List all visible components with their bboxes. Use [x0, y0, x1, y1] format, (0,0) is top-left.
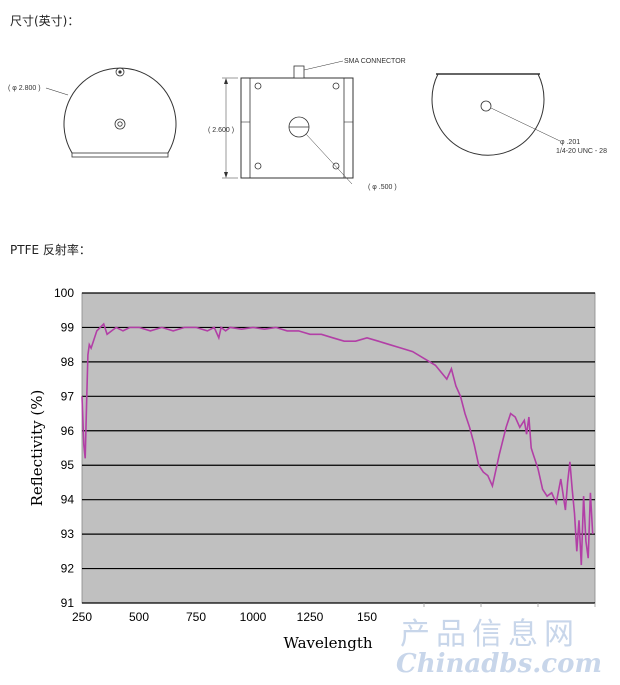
sphere-top-view [431, 73, 561, 156]
y-tick-labels: 91 92 93 94 95 96 97 98 99 100 [54, 286, 74, 610]
x-tick-500: 500 [129, 610, 149, 624]
sma-connector-label: SMA CONNECTOR [344, 58, 406, 65]
x-tick-1000: 1000 [240, 610, 267, 624]
y-tick-98: 98 [61, 355, 75, 369]
x-tick-250: 250 [72, 610, 92, 624]
y-tick-95: 95 [61, 458, 75, 472]
plot-area [81, 292, 596, 604]
x-tick-1250: 1250 [297, 610, 324, 624]
y-tick-94: 94 [61, 493, 75, 507]
dimension-drawings: ( φ 2.800 ) ( 2.600 ) SMA CONNECTOR ( φ … [8, 58, 607, 191]
sphere-diameter-label: ( φ 2.800 ) [8, 85, 41, 92]
reflectance-chart: 91 92 93 94 95 96 97 98 99 100 250 500 750 1000 1250 1… [28, 286, 596, 652]
x-axis-label: Wavelength [283, 634, 372, 652]
y-tick-100: 100 [54, 286, 74, 300]
y-tick-91: 91 [61, 596, 75, 610]
sphere-side-view [45, 67, 177, 158]
height-dimension-label: ( 2.600 ) [208, 127, 234, 134]
y-tick-99: 99 [61, 320, 75, 334]
reflectance-heading: PTFE 反射率： [10, 243, 91, 257]
y-axis-label: Reflectivity (%) [28, 390, 46, 507]
y-tick-97: 97 [61, 389, 75, 403]
y-tick-92: 92 [61, 562, 75, 576]
dimensions-heading: 尺寸(英寸)： [10, 14, 80, 28]
hole-diameter-label: φ .201 [560, 139, 580, 146]
front-view [222, 60, 354, 185]
x-tick-750: 750 [186, 610, 206, 624]
grid-lines [82, 292, 595, 604]
x-tick-150: 150 [357, 610, 377, 624]
thread-spec-label: 1/4-20 UNC - 28 [556, 148, 607, 155]
bore-diameter-label: ( φ .500 ) [368, 184, 397, 191]
reflectivity-series-line [81, 322, 594, 566]
y-tick-96: 96 [61, 424, 75, 438]
y-tick-93: 93 [61, 527, 75, 541]
x-tick-labels: 250 500 750 1000 1250 150 [72, 603, 596, 624]
